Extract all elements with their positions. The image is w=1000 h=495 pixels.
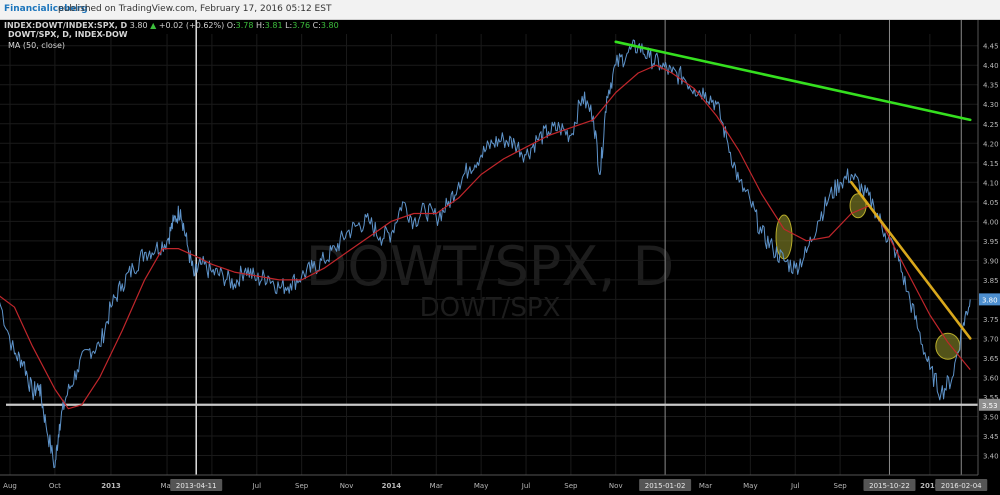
y-tick-label: 3.75 <box>983 316 999 324</box>
y-tick-label: 4.15 <box>983 160 999 168</box>
y-tick-label: 3.40 <box>983 452 999 460</box>
y-tick-label: 3.55 <box>983 394 999 402</box>
x-tick-label: Sep <box>564 482 578 490</box>
highlight-zone <box>775 214 793 260</box>
y-tick-label: 3.60 <box>983 374 999 382</box>
marker-date-label: 2016-02-04 <box>941 482 982 490</box>
current-price-label: 3.80 <box>982 296 998 304</box>
x-axis-panel <box>0 475 1000 495</box>
y-tick-label: 4.25 <box>983 121 999 129</box>
symbol-info: INDEX:DOWT/INDEX:SPX, D 3.80 ▲ +0.02 (+0… <box>4 21 339 30</box>
x-axis[interactable]: Aug Oct 2013 Mar May Jul Sep Nov 2014 Mar May Jul Se… <box>0 474 1000 495</box>
high-value: 3.81 <box>264 21 283 30</box>
y-tick-label: 3.90 <box>983 257 999 265</box>
y-tick-label: 3.50 <box>983 413 999 421</box>
x-tick-label: Sep <box>295 482 309 490</box>
symbol-name[interactable]: INDEX:DOWT/INDEX:SPX, D <box>4 21 128 30</box>
y-tick-label: 4.40 <box>983 62 999 70</box>
close-value: 3.80 <box>320 21 339 30</box>
y-tick-label: 4.45 <box>983 43 999 51</box>
green-trendline[interactable] <box>614 40 972 122</box>
low-label: L: <box>285 21 293 30</box>
marker-date-bg <box>639 479 692 491</box>
support-price-tag <box>979 398 1000 411</box>
x-tick-label: May <box>474 482 488 490</box>
open-value: 3.78 <box>235 21 254 30</box>
price-tags: 3.80 3.53 <box>979 293 1000 411</box>
high-label: H: <box>256 21 265 30</box>
x-tick-label: Mar <box>699 482 712 490</box>
watermark-main: DOWT/SPX, D <box>306 235 674 298</box>
up-arrow-icon: ▲ <box>150 21 157 30</box>
x-tick-label: Oct <box>49 482 61 490</box>
marker-date-label: 2015-10-22 <box>869 482 910 490</box>
vertical-markers <box>195 20 962 475</box>
close-label: C: <box>312 21 321 30</box>
published-info: published on TradingView.com, February 1… <box>58 4 332 14</box>
y-tick-label: 3.65 <box>983 355 999 363</box>
price-line <box>0 39 971 469</box>
trendlines[interactable] <box>614 40 972 340</box>
legend-title[interactable]: DOWT/SPX, D, INDEX-DOW <box>8 30 128 39</box>
x-tick-label: Mar <box>430 482 443 490</box>
price-change: +0.02 (+0.62%) <box>158 21 225 30</box>
y-tick-label: 4.00 <box>983 218 999 226</box>
x-tick-label: 2014 <box>382 482 402 490</box>
x-tick-label: Nov <box>609 482 623 490</box>
y-tick-label: 4.20 <box>983 140 999 148</box>
highlight-zone <box>935 332 961 360</box>
support-price-label: 3.53 <box>982 402 998 410</box>
y-tick-label: 4.35 <box>983 82 999 90</box>
series-lines <box>0 39 971 469</box>
yellow-trendline[interactable] <box>850 181 972 340</box>
y-tick-label: 3.70 <box>983 335 999 343</box>
x-tick-label: Jul <box>252 482 262 490</box>
y-tick-label: 4.05 <box>983 199 999 207</box>
marker-date-bg <box>863 479 916 491</box>
current-price-tag <box>979 293 1000 306</box>
marker-date-label: 2015-01-02 <box>645 482 686 490</box>
marker-date-bg <box>170 479 223 491</box>
x-tick-label: Jul <box>790 482 800 490</box>
x-tick-label: May <box>743 482 757 490</box>
y-tick-label: 3.45 <box>983 433 999 441</box>
brand-link[interactable]: Financialiceberg <box>4 4 88 14</box>
x-tick-label: Sep <box>834 482 848 490</box>
last-price: 3.80 <box>129 21 148 30</box>
top-bar: Financialiceberg published on TradingVie… <box>0 0 1000 20</box>
x-tick-label: Aug <box>3 482 17 490</box>
y-tick-label: 4.30 <box>983 101 999 109</box>
x-tick-label: Nov <box>340 482 354 490</box>
open-label: O: <box>226 21 236 30</box>
y-axis-panel <box>978 20 1000 495</box>
x-tick-label: Jul <box>521 482 531 490</box>
y-tick-label: 4.10 <box>983 179 999 187</box>
moving-average-line <box>0 64 971 410</box>
x-tick-label: Mar <box>160 482 173 490</box>
y-tick-label: 3.95 <box>983 238 999 246</box>
watermark-sub: DOWT/SPX <box>420 293 561 323</box>
price-chart[interactable]: DOWT/SPX, D DOWT/SPX DOWT/SPX, D, INDEX-… <box>0 20 1000 495</box>
x-tick-label: 2013 <box>101 482 121 490</box>
grid-lines <box>0 34 978 475</box>
y-axis[interactable]: 3.40 3.45 3.50 3.55 3.60 3.65 3.70 3.75 3.80 3.85… <box>977 20 1000 495</box>
marker-date-label: 2013-04-11 <box>176 482 217 490</box>
low-value: 3.76 <box>292 21 311 30</box>
y-tick-label: 3.85 <box>983 277 999 285</box>
x-tick-label: 2016 <box>920 482 940 490</box>
legend-indicator[interactable]: MA (50, close) <box>8 41 65 50</box>
marker-date-bg <box>935 479 988 491</box>
